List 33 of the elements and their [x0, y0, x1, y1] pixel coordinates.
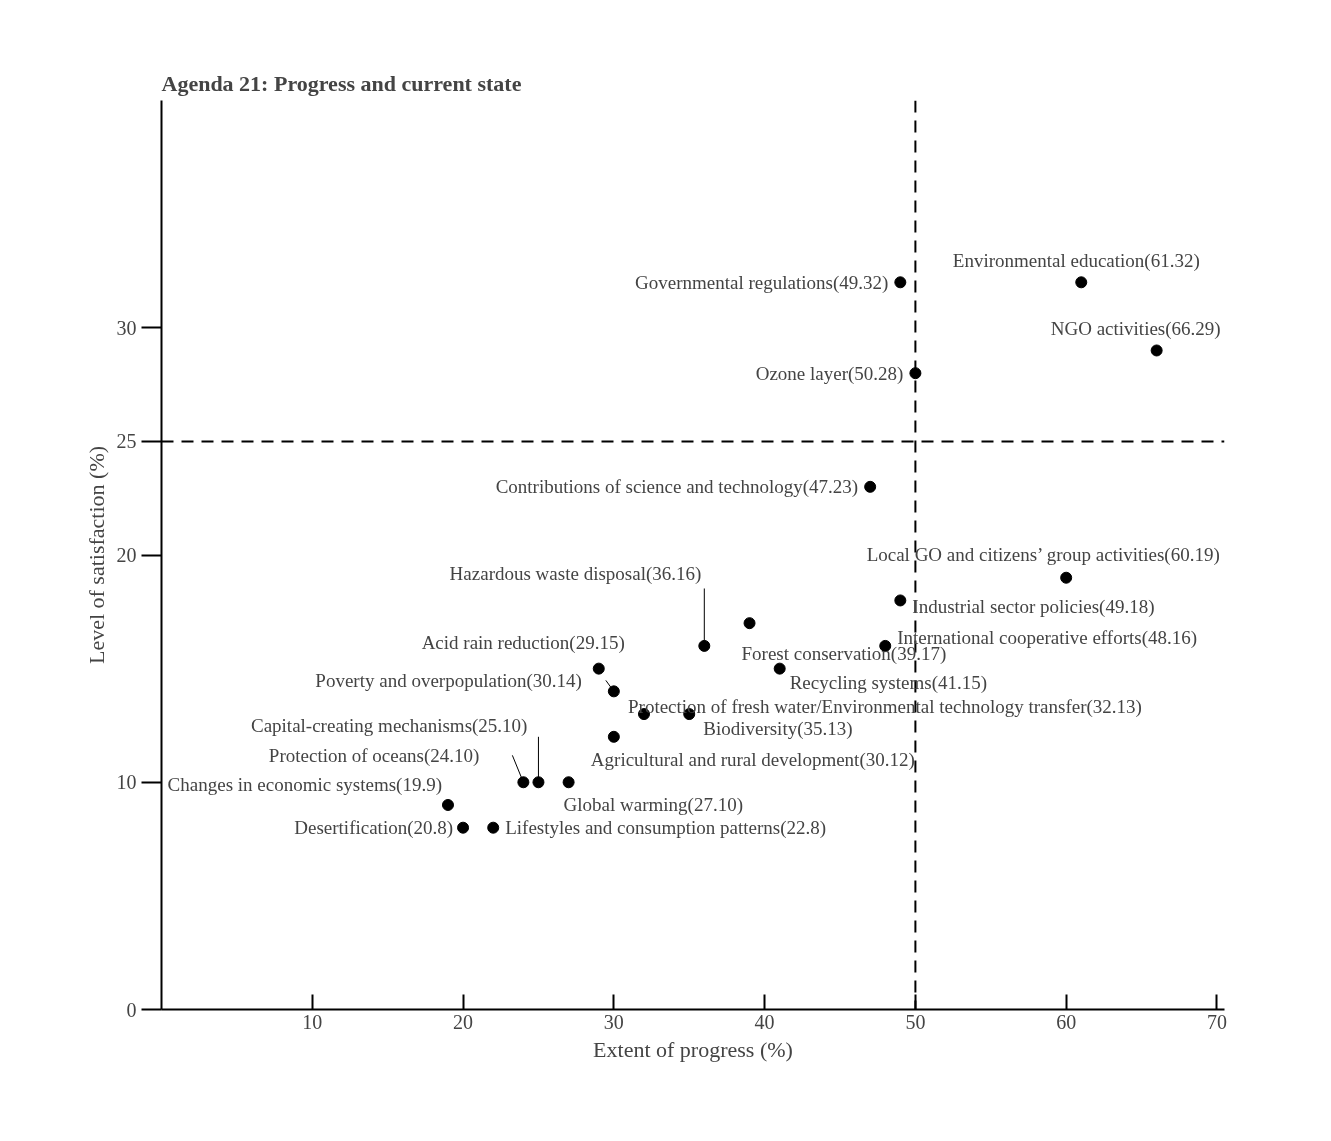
chart-title: Agenda 21: Progress and current state — [161, 70, 522, 96]
x-tick-label: 50 — [905, 1010, 926, 1033]
x-tick-label: 40 — [754, 1010, 775, 1033]
annotation: Protection of oceans(24.10) — [268, 744, 480, 767]
annotation: Local GO and citizens’ group activities(60.19) — [866, 544, 1220, 567]
annotation: Poverty and overpopulation(30.14) — [315, 669, 582, 692]
annotation: Biodiversity(35.13) — [703, 717, 853, 740]
annotation: Environmental education(61.32) — [952, 249, 1200, 272]
annotation: Desertification(20.8) — [294, 817, 454, 840]
annotation: Recycling systems(41.15) — [789, 672, 988, 695]
y-tick-label: 10 — [116, 771, 137, 794]
y-tick-label: 25 — [116, 430, 137, 453]
annotation: Changes in economic systems(19.9) — [167, 774, 442, 797]
annotation: Agricultural and rural development(30.12) — [590, 749, 915, 772]
annotation: Global warming(27.10) — [563, 793, 744, 816]
y-axis-title: Level of satisfaction (%) — [83, 445, 109, 665]
annotation: Governmental regulations(49.32) — [635, 271, 889, 294]
annotation: Lifestyles and consumption patterns(22.8) — [505, 817, 827, 840]
x-tick-label: 10 — [302, 1010, 323, 1033]
x-tick-label: 60 — [1056, 1010, 1077, 1033]
x-tick-label: 20 — [453, 1010, 474, 1033]
x-tick-label: 70 — [1206, 1010, 1227, 1033]
x-axis-title: Extent of progress (%) — [593, 1036, 793, 1062]
annotation: Contributions of science and technology(47.23) — [495, 476, 859, 499]
annotation: Hazardous waste disposal(36.16) — [449, 563, 702, 586]
x-tick-label: 30 — [603, 1010, 624, 1033]
y-tick-label: 0 — [126, 998, 137, 1021]
y-tick-label: 20 — [116, 544, 137, 566]
annotation: Capital-creating mechanisms(25.10) — [250, 714, 528, 737]
annotation: NGO activities(66.29) — [1050, 317, 1221, 340]
annotation: Ozone layer(50.28) — [755, 362, 904, 385]
annotation: Acid rain reduction(29.15) — [421, 632, 625, 655]
y-tick-label: 30 — [116, 316, 137, 339]
